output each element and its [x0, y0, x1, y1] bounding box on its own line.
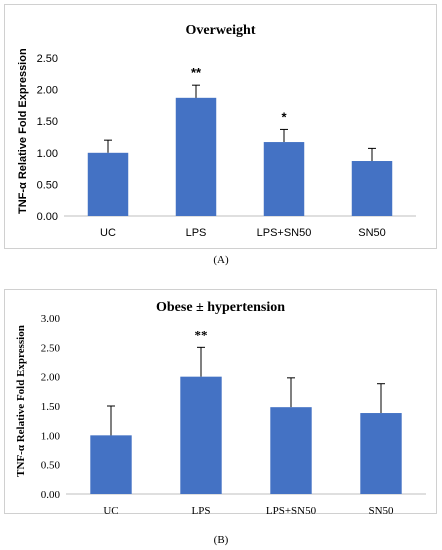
- bar: [263, 142, 305, 216]
- y-tick-label: 1.00: [41, 430, 61, 442]
- x-tick-label: LPS+SN50: [257, 227, 312, 239]
- bar: [87, 152, 129, 216]
- chart-title: Overweight: [185, 23, 256, 38]
- y-tick-label: 1.50: [41, 401, 61, 413]
- y-tick-label: 0.00: [41, 489, 61, 501]
- y-tick-label: 1.50: [37, 116, 58, 128]
- figure-caption-b: (B): [213, 534, 229, 546]
- significance-marker: **: [191, 65, 202, 80]
- y-tick-label: 2.50: [37, 53, 58, 65]
- y-tick-label: 0.00: [37, 211, 58, 223]
- bar-chart-obese-hypertension: 0.00 0.50 1.00 1.50 2.00 2.50 3.00 UC ** LPS LPS+S…: [41, 313, 426, 515]
- chart-panel-obese-hypertension: Obese ± hypertension TNF-α Relative Fold…: [4, 289, 437, 515]
- chart-panel-overweight: Overweight TNF-α Relative Fold Expressio…: [4, 4, 437, 249]
- x-tick-label: LPS+SN50: [266, 505, 317, 515]
- y-tick-label: 3.00: [41, 313, 61, 325]
- x-tick-label: SN50: [368, 505, 394, 515]
- x-tick-label: LPS: [192, 505, 211, 515]
- y-tick-label: 2.00: [37, 85, 58, 97]
- chart-title: Obese ± hypertension: [155, 300, 286, 315]
- figure-caption-a: (A): [213, 254, 229, 266]
- x-tick-label: LPS: [186, 227, 207, 239]
- significance-marker: **: [195, 327, 208, 342]
- significance-marker: *: [281, 109, 287, 124]
- bar: [90, 435, 132, 494]
- y-tick-label: 2.00: [41, 372, 61, 384]
- y-tick-label: 0.50: [37, 179, 58, 191]
- y-tick-label: 2.50: [41, 342, 61, 354]
- x-tick-label: SN50: [358, 227, 386, 239]
- bar-chart-overweight: 0.00 0.50 1.00 1.50 2.00 2.50 UC ** LPS * LPS+SN50…: [37, 53, 416, 239]
- y-tick-label: 0.50: [41, 460, 61, 472]
- bar: [270, 407, 312, 494]
- bar: [360, 413, 402, 494]
- bar: [351, 161, 393, 216]
- y-tick-label: 1.00: [37, 148, 58, 160]
- x-tick-label: UC: [103, 505, 118, 515]
- bar: [180, 376, 222, 494]
- bar: [175, 97, 217, 216]
- x-tick-label: UC: [100, 227, 116, 239]
